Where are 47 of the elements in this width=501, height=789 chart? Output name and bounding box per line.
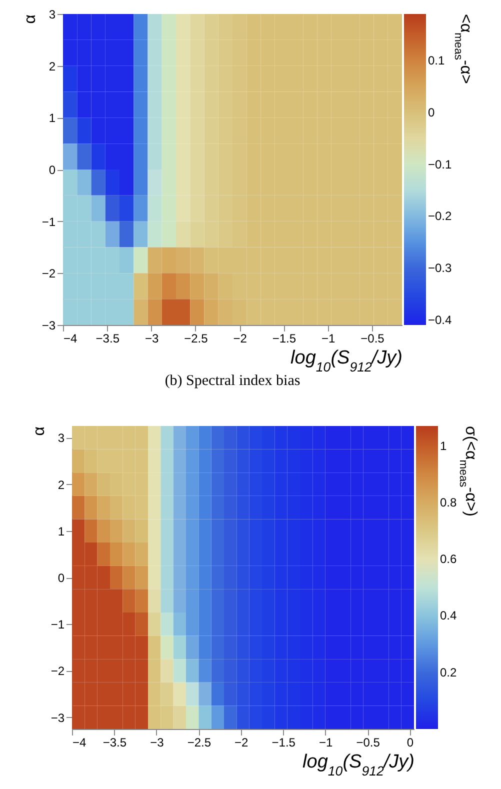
- y-tick-label: −3: [50, 710, 65, 725]
- color-bar-label: 0: [428, 105, 435, 120]
- x-tick-label: −4: [64, 332, 78, 346]
- color-bar-label: −0.3: [428, 260, 452, 275]
- color-bar-label: −0.2: [428, 209, 452, 224]
- y-tick-label: 1: [58, 524, 65, 538]
- y-tick-label: −1: [50, 618, 65, 632]
- x-axis-title: log$_{10}$(S$_{912}$/Jy): [302, 752, 414, 778]
- x-tick-label: 0: [406, 736, 414, 750]
- y-tick-label: −1: [42, 214, 56, 229]
- y-tick-label: −3: [42, 318, 56, 332]
- color-bar-label: 0.8: [440, 495, 458, 510]
- x-tick-label: −2.5: [184, 332, 208, 346]
- x-tick-label: −2: [234, 736, 249, 750]
- y-tick-label: 3: [58, 431, 65, 446]
- y-tick-label: −2: [50, 664, 65, 678]
- x-tick-label: −1.5: [272, 736, 296, 750]
- x-tick-label: −2: [233, 332, 248, 346]
- x-tick-label: −1.5: [272, 332, 296, 346]
- y-axis-title: α: [30, 426, 48, 436]
- color-bar-label: 1: [440, 438, 447, 453]
- color-bar-label: 0.6: [440, 552, 458, 566]
- x-tick-label: −0.5: [360, 332, 385, 346]
- x-tick-label: −3.5: [102, 736, 127, 750]
- x-tick-label: −3.5: [96, 332, 120, 346]
- x-axis-title: log$_{10}$(S$_{912}$/Jy): [290, 348, 402, 374]
- y-tick-label: −2: [42, 266, 56, 281]
- y-tick-label: 2: [58, 478, 65, 492]
- y-tick-label: 1: [48, 111, 56, 126]
- color-bar-label: −0.1: [428, 157, 452, 172]
- x-tick-label: −2.5: [187, 736, 212, 750]
- y-tick-label: 2: [48, 59, 56, 74]
- y-axis-title: α: [22, 14, 39, 24]
- color-bar-label: 0.2: [440, 665, 458, 680]
- x-tick-label: −1: [322, 332, 336, 346]
- color-bar-label: 0.1: [428, 54, 446, 68]
- text: (b) Spectral index bias: [164, 373, 300, 389]
- color-bar-label: 0.4: [440, 608, 458, 623]
- x-tick-label: −3: [150, 736, 164, 750]
- x-tick-label: −4: [72, 736, 87, 750]
- x-tick-label: −1: [318, 736, 333, 750]
- y-tick-label: 0: [48, 163, 56, 177]
- y-tick-label: 3: [48, 8, 56, 22]
- x-tick-label: −0.5: [356, 736, 380, 750]
- x-tick-label: −3: [144, 332, 159, 346]
- color-bar-label: −0.4: [428, 312, 452, 327]
- y-tick-label: 0: [58, 571, 65, 585]
